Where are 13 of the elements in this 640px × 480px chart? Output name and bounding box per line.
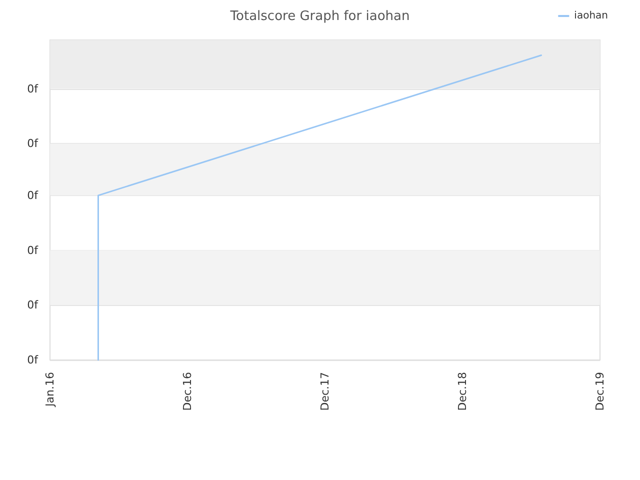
- x-tick-label: Dec.17: [318, 372, 332, 411]
- x-tick-label: Dec.19: [594, 372, 606, 411]
- x-tick-label: Dec.16: [181, 372, 194, 411]
- chart-title: Totalscore Graph for iaohan: [229, 9, 410, 24]
- text: 0f: [27, 82, 40, 96]
- text: 0f: [27, 354, 40, 366]
- text: 0f: [27, 188, 40, 202]
- text: 0f: [27, 244, 40, 257]
- text: 0f: [27, 137, 40, 150]
- x-tick-label: Jan.16: [44, 372, 56, 408]
- text: 0f: [27, 298, 40, 312]
- legend-label: iaohan: [574, 10, 608, 22]
- x-tick-label: Dec.18: [456, 372, 469, 411]
